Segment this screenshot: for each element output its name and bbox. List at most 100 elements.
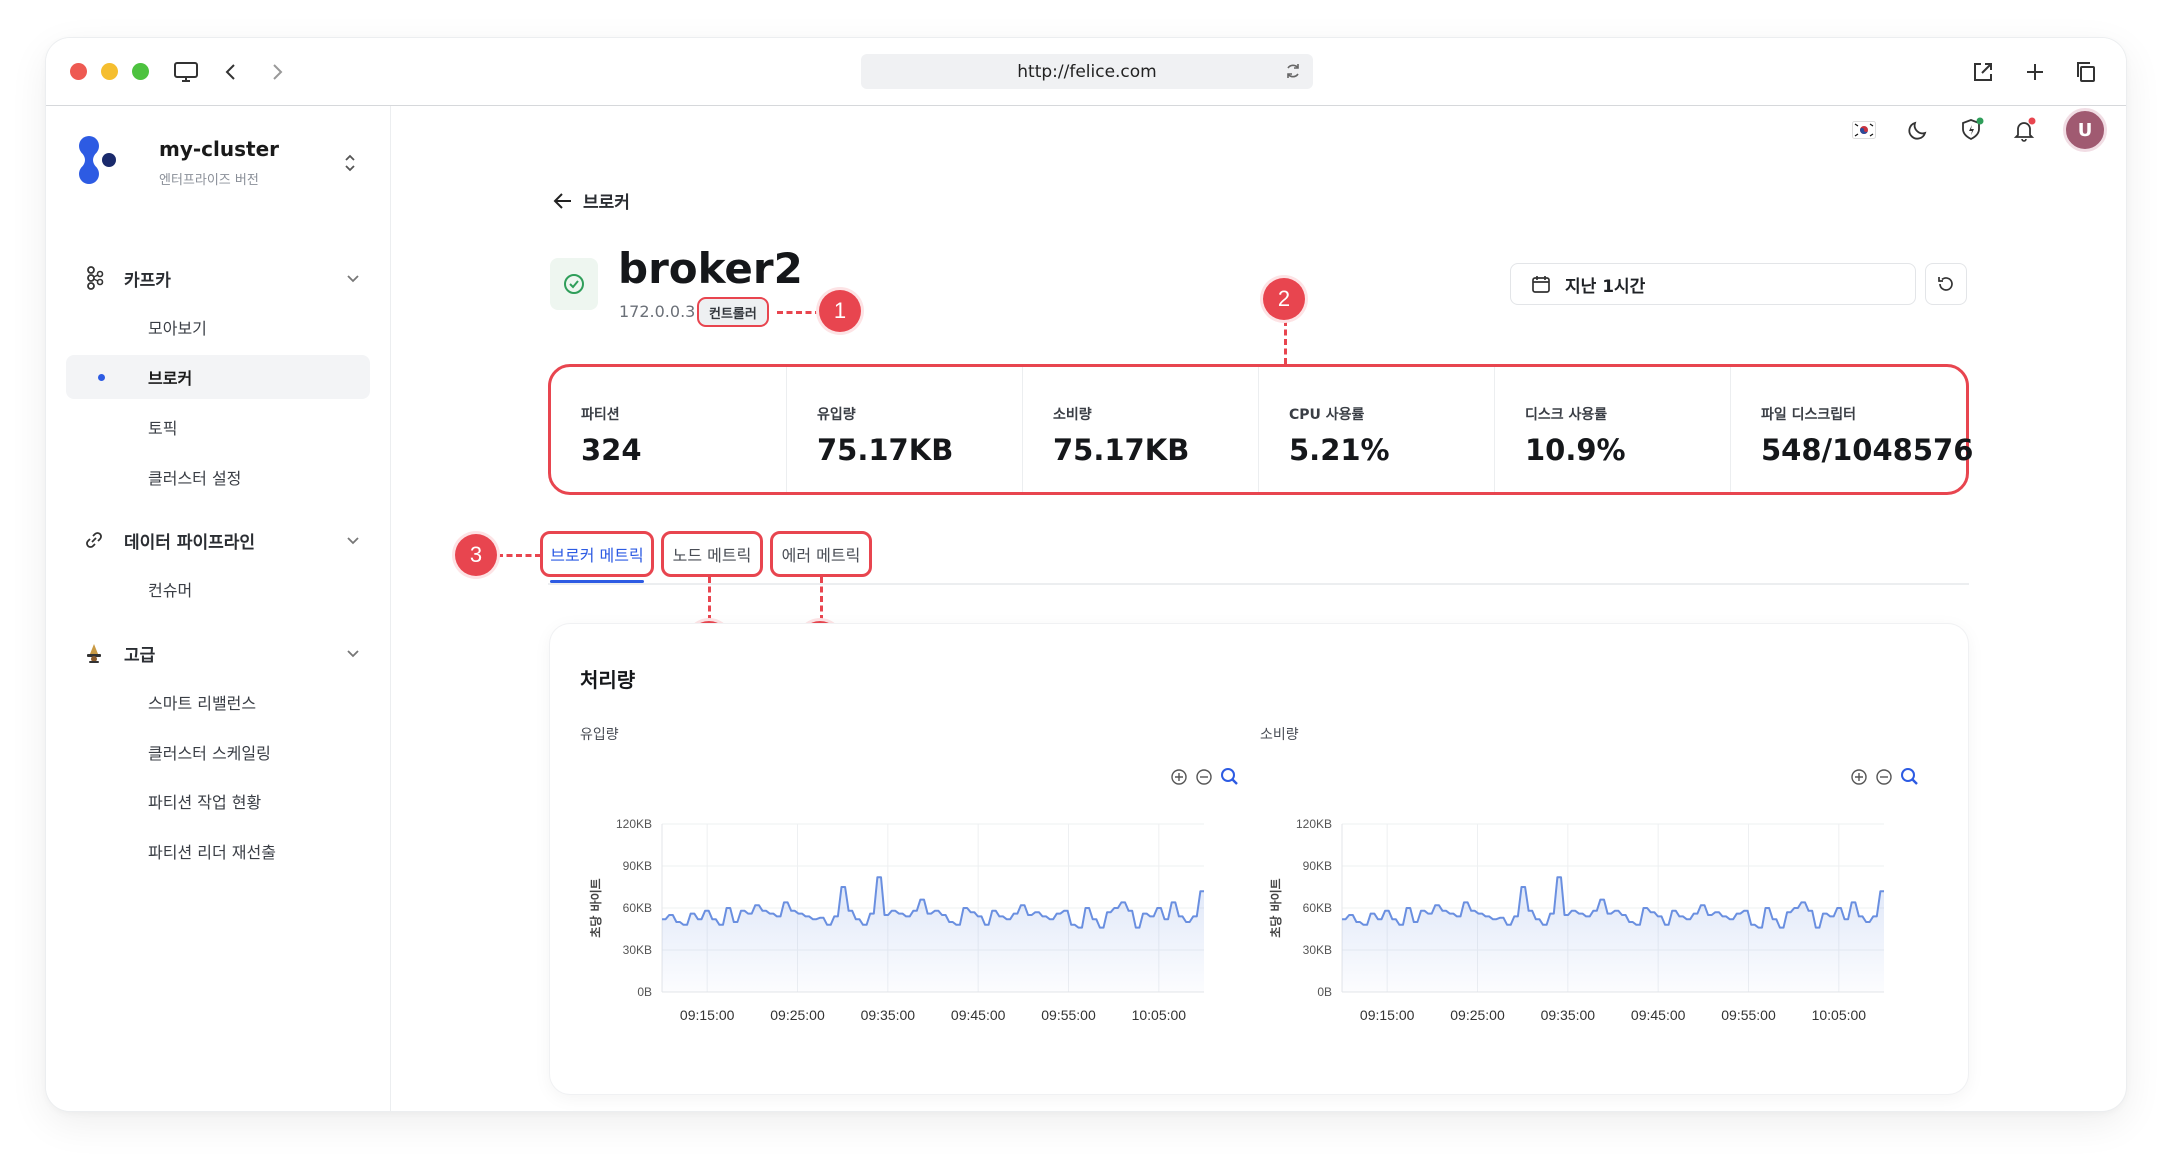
nav-group-kafka[interactable]: 카프카 [82, 258, 372, 298]
zoom-in-icon[interactable] [1171, 769, 1187, 785]
chevron-down-icon[interactable] [344, 644, 362, 662]
status-ok-badge [550, 258, 598, 310]
cluster-switch-icon[interactable] [342, 152, 358, 174]
new-tab-icon[interactable] [2017, 54, 2053, 90]
stat-label: 파일 디스크립터 [1761, 407, 1857, 423]
tabs-overview-icon[interactable] [2068, 54, 2104, 90]
chart-svg: 120KB 90KB 60KB 30KB 0B 09:15:00 09:25:00 09:35… [1268, 817, 1884, 1023]
moon-icon[interactable] [1900, 112, 1936, 148]
callout-connector [777, 311, 821, 314]
y-tick-label: 60KB [1303, 901, 1332, 915]
stat-label: CPU 사용률 [1289, 407, 1365, 423]
refresh-icon [1938, 277, 1953, 291]
active-bullet [98, 374, 105, 381]
sidebar-item-label: 브로커 [148, 369, 193, 388]
stat-value: 75.17KB [817, 433, 954, 467]
tab-divider [548, 583, 1969, 585]
series-area [662, 877, 1204, 992]
felice-logo [76, 134, 120, 186]
tab-broker-metrics[interactable]: 브로커 메트릭 [540, 531, 654, 577]
close-window-button[interactable] [70, 63, 87, 80]
sidebar-item-cluster-scaling[interactable]: 클러스터 스케일링 [66, 730, 370, 774]
refresh-button[interactable] [1925, 263, 1967, 305]
y-tick-label: 60KB [623, 901, 652, 915]
y-tick-label: 120KB [1296, 817, 1332, 831]
callout-connector [1284, 320, 1287, 364]
sidebar-item-leader-election[interactable]: 파티션 리더 재선출 [66, 829, 370, 873]
sidebar-item-label: 클러스터 스케일링 [148, 744, 271, 763]
sidebar-item-topic[interactable]: 토픽 [66, 405, 370, 449]
stat-value: 548/1048576 [1761, 433, 1974, 467]
y-tick-label: 0B [1317, 985, 1332, 999]
stat-label: 유입량 [817, 407, 856, 423]
chart-zoom-controls [1170, 766, 1240, 788]
sidebar-item-consumer[interactable]: 컨슈머 [66, 567, 370, 611]
controller-badge: 컨트롤러 [697, 297, 769, 327]
tab-node-metrics[interactable]: 노드 메트릭 [661, 531, 763, 577]
callout-connector [497, 554, 541, 557]
monitor-icon[interactable] [168, 54, 204, 90]
chevron-down-icon[interactable] [344, 269, 362, 287]
x-tick-label: 09:55:00 [1041, 1007, 1096, 1023]
stat-value: 5.21% [1289, 433, 1390, 467]
sidebar-item-smart-rebalance[interactable]: 스마트 리밸런스 [66, 680, 370, 724]
sidebar-item-broker[interactable]: 브로커 [66, 355, 370, 399]
sidebar-item-label: 컨슈머 [148, 581, 193, 600]
minimize-window-button[interactable] [101, 63, 118, 80]
y-tick-label: 120KB [616, 817, 652, 831]
wizard-icon [82, 641, 106, 665]
zoom-out-icon[interactable] [1196, 769, 1212, 785]
back-link[interactable]: 브로커 [553, 188, 630, 213]
reload-icon[interactable] [1283, 61, 1303, 81]
nav-group-label: 데이터 파이프라인 [124, 532, 256, 553]
share-icon[interactable] [1965, 54, 2001, 90]
callout-connector [708, 577, 711, 621]
stat-outflow: 소비량 75.17KB [1023, 367, 1259, 492]
sidebar-item-label: 스마트 리밸런스 [148, 694, 257, 713]
flag-kr-icon[interactable] [1846, 112, 1882, 148]
avatar[interactable]: U [2063, 108, 2107, 152]
maximize-window-button[interactable] [132, 63, 149, 80]
zoom-out-icon[interactable] [1876, 769, 1892, 785]
sidebar: my-cluster 엔터프라이즈 버전 카프카 모아보기 브로커 토픽 클러스… [46, 106, 391, 1111]
zoom-in-icon[interactable] [1851, 769, 1867, 785]
check-circle-icon [564, 274, 584, 294]
x-tick-label: 09:35:00 [1541, 1007, 1596, 1023]
cluster-name: my-cluster [159, 137, 280, 161]
stat-label: 파티션 [581, 407, 620, 423]
shield-icon[interactable] [1954, 112, 1990, 148]
series-line [662, 876, 1204, 929]
sidebar-item-partition-jobs[interactable]: 파티션 작업 현황 [66, 779, 370, 823]
sidebar-item-overview[interactable]: 모아보기 [66, 305, 370, 349]
address-bar[interactable]: http://felice.com [861, 54, 1313, 89]
cluster-edition: 엔터프라이즈 버전 [159, 173, 259, 188]
back-arrow-icon[interactable] [213, 54, 249, 90]
date-range-label: 지난 1시간 [1565, 276, 1646, 297]
series-area [1342, 877, 1884, 992]
tab-error-metrics[interactable]: 에러 메트릭 [770, 531, 872, 577]
y-tick-label: 0B [637, 985, 652, 999]
bell-icon[interactable] [2007, 112, 2043, 148]
card-title: 처리량 [580, 668, 636, 692]
chart-title: 유입량 [580, 727, 619, 743]
throughput-card: 처리량 120KB 90KB 60KB 30KB 0B 09:15:00 09:25:00 0… [550, 624, 1968, 1094]
stat-label: 소비량 [1053, 407, 1092, 423]
sidebar-item-label: 클러스터 설정 [148, 469, 242, 488]
x-tick-label: 09:35:00 [861, 1007, 916, 1023]
zoom-reset-icon[interactable] [1901, 768, 1918, 785]
date-range-picker[interactable]: 지난 1시간 [1510, 263, 1916, 305]
calendar-icon [1532, 276, 1550, 293]
forward-arrow-icon[interactable] [259, 54, 295, 90]
nav-group-label: 고급 [124, 645, 156, 666]
sidebar-item-cluster-settings[interactable]: 클러스터 설정 [66, 455, 370, 499]
chevron-down-icon[interactable] [344, 531, 362, 549]
zoom-reset-icon[interactable] [1221, 768, 1238, 785]
nav-group-data-pipeline[interactable]: 데이터 파이프라인 [82, 520, 372, 560]
stat-label: 디스크 사용률 [1525, 407, 1608, 423]
broker-ip: 172.0.0.3 [619, 302, 696, 321]
nav-group-advanced[interactable]: 고급 [82, 633, 372, 673]
outflow-chart: 120KB 90KB 60KB 30KB 0B 09:15:00 09:25:00 09:35… [1230, 724, 1918, 1064]
kafka-icon [82, 266, 106, 290]
browser-titlebar: http://felice.com [46, 38, 2126, 106]
active-tab-underline [550, 580, 644, 583]
